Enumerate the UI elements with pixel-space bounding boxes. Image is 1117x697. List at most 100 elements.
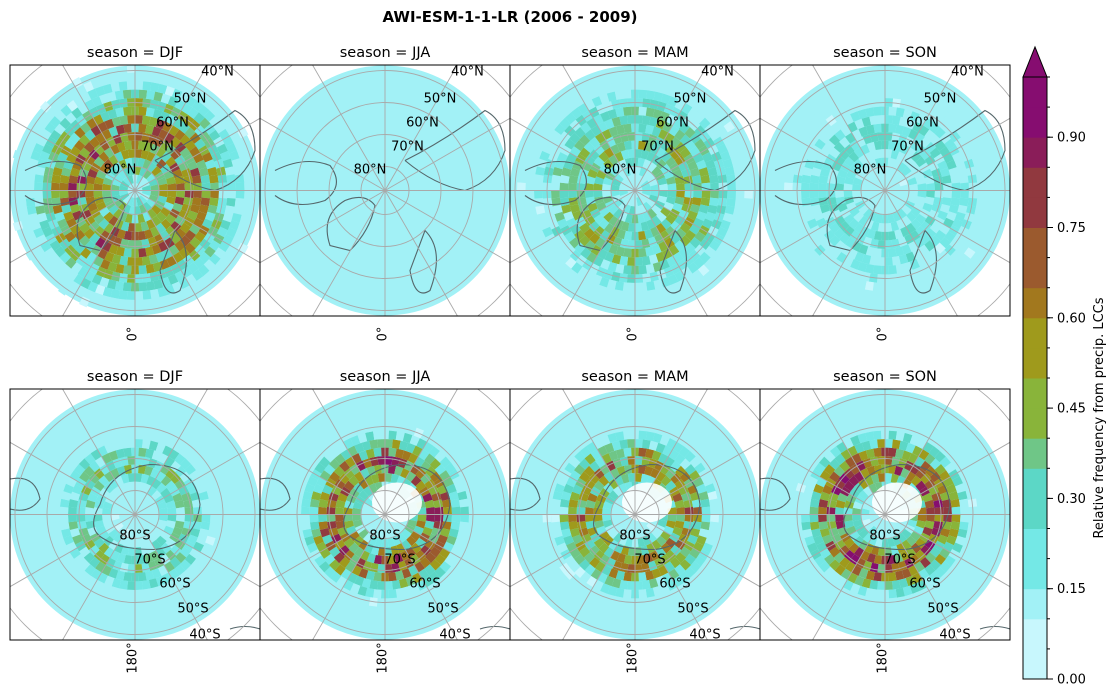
heatmap-cell [135,456,143,465]
heatmap-cell [943,217,954,229]
heatmap-cell [535,205,546,215]
heatmap-cell [135,473,143,483]
heatmap-cell [823,463,836,476]
meridian [384,441,510,515]
heatmap-cell [237,220,249,231]
heatmap-cell [353,546,365,558]
heatmap-cell [853,546,865,558]
heatmap-cell [96,169,107,180]
heatmap-cell [915,144,927,156]
heatmap-cell [373,430,382,440]
meridian [760,190,886,264]
meridian [812,190,886,316]
heatmap-cell [869,115,878,125]
heatmap-cell [860,143,870,155]
heatmap-cell [112,208,123,220]
heatmap-cell [665,468,677,480]
heatmap-cell [818,190,827,199]
heatmap-cell [851,241,862,253]
heatmap-cell [693,190,702,199]
heatmap-cell [638,447,647,457]
heatmap-cell [127,196,134,207]
heatmap-cell [601,565,612,577]
heatmap-cell [551,182,560,191]
heatmap-cell [587,88,599,100]
heatmap-cell [160,276,171,288]
heatmap-cell [606,91,617,102]
heatmap-cell [209,253,221,265]
heatmap-cell [84,215,96,227]
heatmap-cell [123,554,132,565]
heatmap-cell [684,190,694,199]
heatmap-cell [83,141,95,153]
heatmap-cell [101,452,112,464]
heatmap-cell [329,571,342,583]
heatmap-cell [846,525,857,536]
meridian [62,190,136,316]
heatmap-cell [888,430,897,440]
colorbar-segment [1023,528,1047,560]
heatmap-cell [655,222,667,234]
latitude-label: 60°N [906,116,939,131]
heatmap-cell [583,141,595,153]
heatmap-cell [671,88,683,100]
heatmap-cell [922,202,933,213]
heatmap-cell [52,204,63,215]
heatmap-cell [916,196,926,205]
heatmap-cell [137,157,146,168]
heatmap-cell [128,166,135,176]
heatmap-cell [885,205,892,215]
heatmap-cell [101,128,112,140]
heatmap-cell [843,190,853,198]
heatmap-cell [853,471,865,483]
heatmap-cell [852,183,862,191]
heatmap-cell [708,239,721,252]
heatmap-cell [569,203,581,214]
heatmap-cell [443,506,452,515]
heatmap-cell [846,201,857,212]
heatmap-cell [926,514,935,522]
panel-title: season = MAM [581,369,688,385]
heatmap-cell [123,140,132,151]
heatmap-cell [799,129,812,142]
heatmap-cell [610,508,620,515]
heatmap-cell [924,175,935,185]
heatmap-cell [943,506,952,515]
heatmap-cell [679,458,692,470]
heatmap-cell [199,117,211,130]
heatmap-cell [648,194,659,203]
heatmap-cell [638,430,647,440]
heatmap-cell [659,259,670,270]
heatmap-cell [12,221,24,232]
heatmap-cell [850,259,861,270]
heatmap-cell [49,253,61,265]
heatmap-cell [924,520,935,530]
colorbar-segment [1023,287,1047,319]
heatmap-cell [659,111,670,122]
heatmap-cell [122,204,131,215]
latitude-label: 60°N [156,116,189,131]
heatmap-cell [841,274,853,285]
heatmap-cell [679,471,691,483]
heatmap-cell [611,178,622,187]
heatmap-cell [666,196,676,205]
heatmap-cell [858,539,869,551]
heatmap-cell [151,450,162,461]
heatmap-cell [865,263,875,274]
heatmap-cell [596,169,607,180]
heatmap-cell [387,537,396,548]
heatmap-cell [599,230,610,242]
no-data-region [372,482,422,523]
heatmap-cell [847,572,858,584]
heatmap-cell [234,174,245,183]
heatmap-cell [93,468,105,480]
heatmap-cell [699,251,711,264]
heatmap-cell [829,471,841,483]
heatmap-cell [127,240,135,249]
heatmap-cell [864,151,874,162]
heatmap-cell [169,136,181,148]
heatmap-cell [51,174,61,184]
heatmap-cell [160,542,172,554]
heatmap-cell [650,550,660,562]
heatmap-cell [984,174,995,183]
